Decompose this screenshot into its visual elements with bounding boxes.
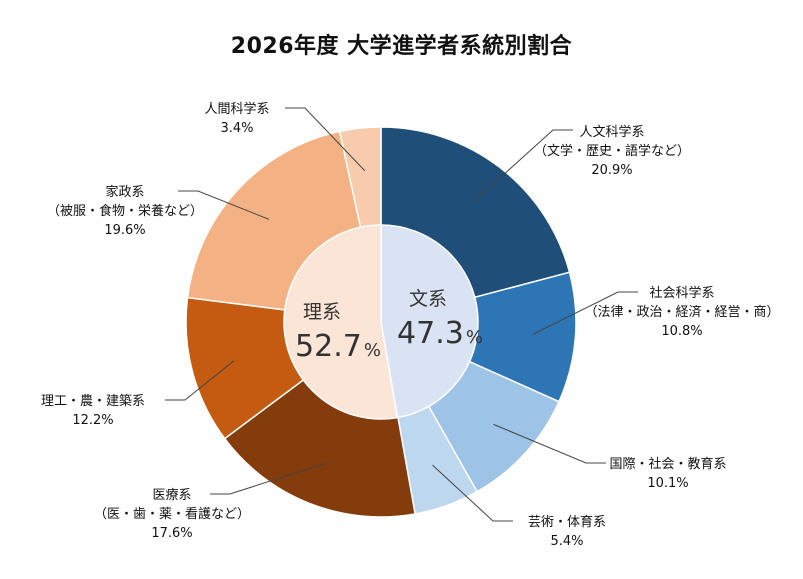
leader-line-4	[432, 464, 513, 522]
slice-sub-7: （被服・食物・栄養など）	[47, 203, 203, 219]
slice-name-8: 人間科学系	[204, 101, 269, 117]
leader-line-1	[473, 129, 573, 202]
slice-value-7: 19.6%	[104, 223, 145, 238]
slice-value-6: 12.2%	[72, 413, 113, 428]
chart-title: 2026年度 大学進学者系統別割合	[230, 34, 573, 59]
slice-sub-1: （文学・歴史・語学など）	[534, 143, 690, 159]
inner-name-1: 文系	[409, 288, 447, 310]
slice-value-8: 3.4%	[220, 121, 253, 136]
slice-name-3: 国際・社会・教育系	[609, 456, 726, 472]
slice-sub-5: （医・歯・薬・看護など）	[94, 506, 250, 522]
slice-value-5: 17.6%	[151, 526, 192, 541]
leader-line-8	[285, 107, 366, 172]
inner-name-2: 理系	[303, 301, 341, 323]
outer-slice-2	[378, 271, 577, 403]
leader-line-2	[532, 291, 638, 335]
slice-value-2: 10.8%	[661, 324, 702, 339]
slice-name-2: 社会科学系	[649, 285, 714, 301]
slice-sub-2: （法律・政治・経済・経営・商）	[584, 304, 779, 320]
slice-value-1: 20.9%	[591, 163, 632, 178]
leader-lines	[165, 107, 638, 522]
slice-name-6: 理工・農・建築系	[41, 394, 145, 409]
leader-line-5	[210, 462, 326, 495]
inner-slice-1	[380, 224, 479, 419]
leader-line-3	[493, 423, 606, 464]
slice-value-4: 5.4%	[550, 534, 583, 549]
inner-value-1: 47.3%	[397, 316, 483, 351]
slice-labels: 人文科学系 （文学・歴史・語学など） 20.9% 社会科学系 （法律・政治・経済・経営・…	[41, 101, 780, 549]
slice-value-3: 10.1%	[647, 476, 688, 491]
slice-name-7: 家政系	[105, 184, 144, 200]
outer-ring	[185, 126, 577, 518]
leader-line-7	[178, 190, 270, 220]
slice-name-4: 芸術・体育系	[528, 514, 606, 530]
slice-name-5: 医療系	[152, 488, 191, 503]
inner-slice-2	[283, 224, 399, 420]
slice-name-1: 人文科学系	[579, 124, 644, 140]
leader-line-6	[165, 360, 235, 401]
inner-labels: 文系 47.3 % 理系 52.7%	[295, 288, 483, 364]
inner-ring	[283, 224, 479, 420]
inner-value-2: 52.7%	[295, 329, 381, 364]
